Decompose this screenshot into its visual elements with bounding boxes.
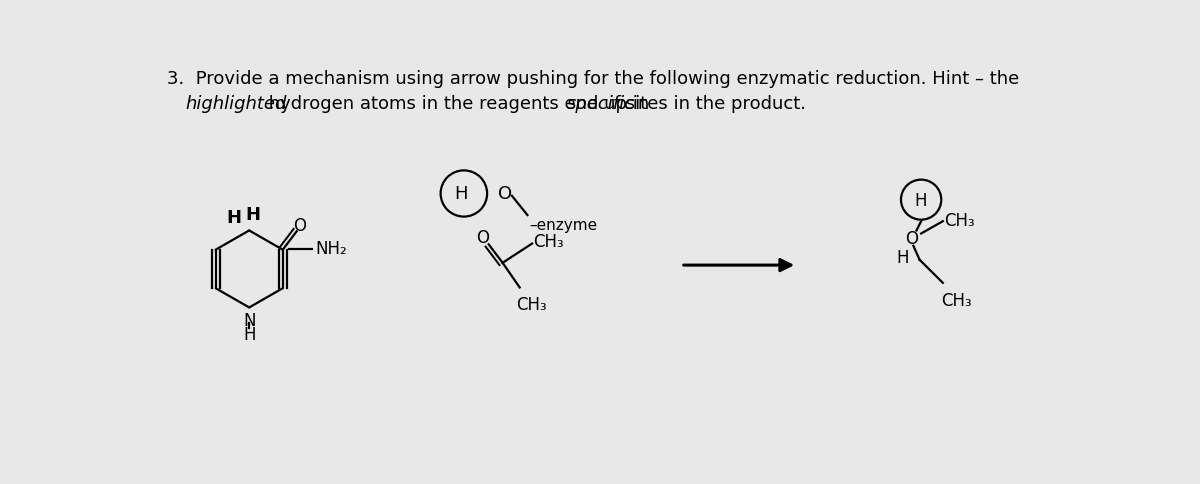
Text: specific: specific — [568, 95, 635, 113]
Text: –enzyme: –enzyme — [529, 217, 598, 232]
Text: CH₃: CH₃ — [516, 296, 547, 314]
Text: sites in the product.: sites in the product. — [620, 95, 806, 113]
Text: H: H — [246, 205, 260, 223]
Text: H: H — [454, 184, 468, 202]
Text: O: O — [476, 228, 488, 246]
Text: H: H — [914, 191, 928, 209]
Text: CH₃: CH₃ — [534, 233, 564, 251]
Text: H: H — [896, 248, 908, 266]
Text: N: N — [242, 311, 256, 329]
Text: O: O — [905, 230, 918, 248]
Text: NH₂: NH₂ — [316, 240, 347, 257]
Text: O: O — [498, 184, 512, 202]
Text: hydrogen atoms in the reagents end up in: hydrogen atoms in the reagents end up in — [264, 95, 655, 113]
Text: CH₃: CH₃ — [944, 211, 974, 229]
Text: H: H — [226, 208, 241, 226]
Text: CH₃: CH₃ — [941, 291, 972, 309]
Text: 3.  Provide a mechanism using arrow pushing for the following enzymatic reductio: 3. Provide a mechanism using arrow pushi… — [167, 70, 1019, 88]
Text: O: O — [293, 217, 306, 235]
Text: highlighted: highlighted — [185, 95, 287, 113]
Text: H: H — [242, 326, 256, 344]
